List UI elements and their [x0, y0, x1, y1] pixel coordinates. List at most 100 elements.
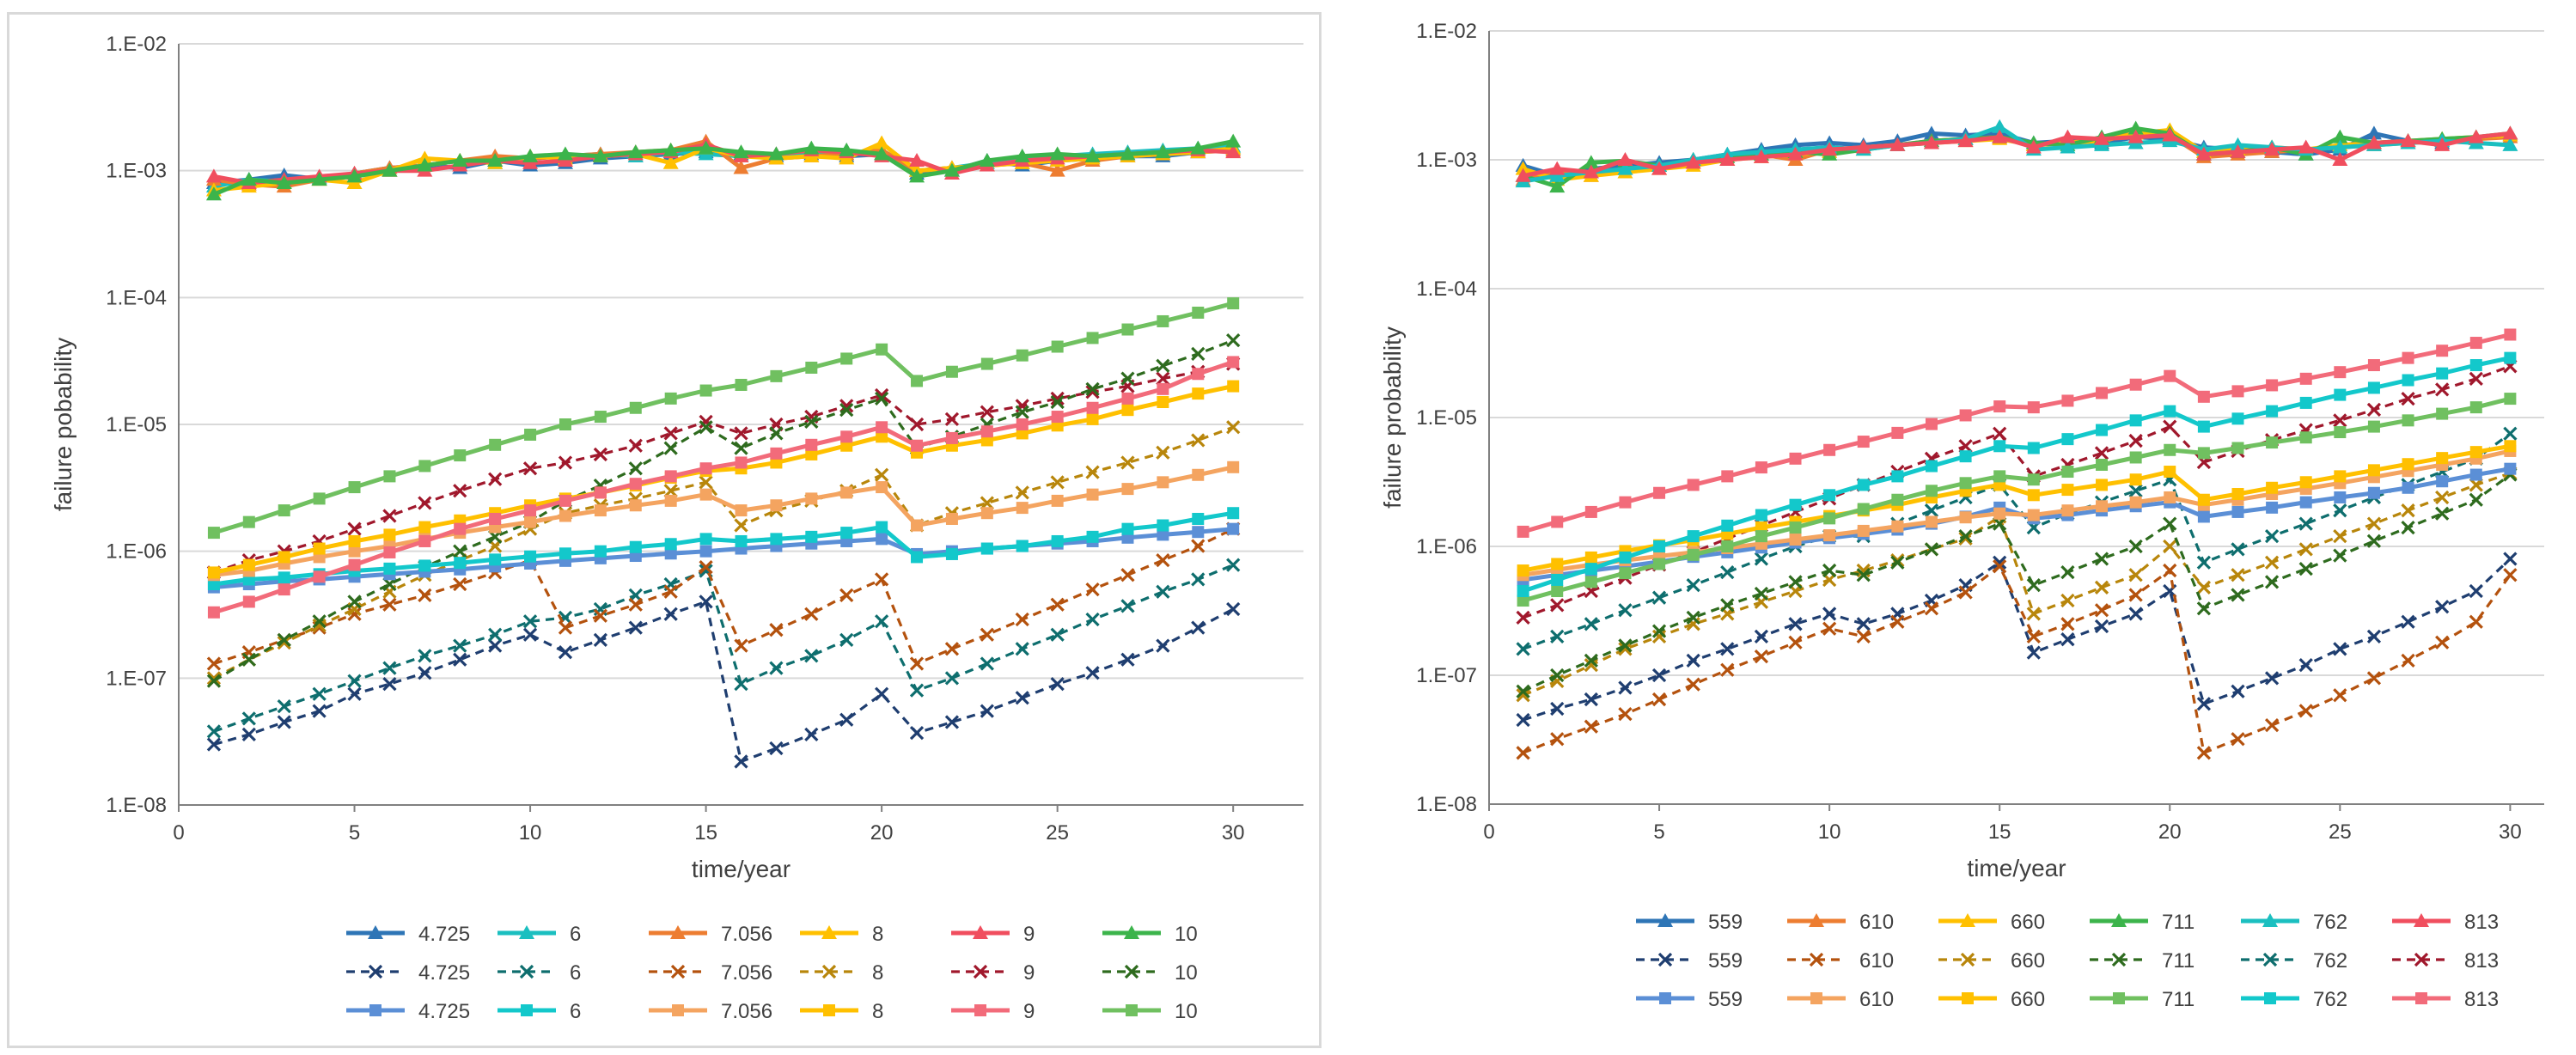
data-point: [2333, 528, 2347, 544]
data-point: [1992, 119, 2008, 133]
data-point: [1086, 412, 1099, 425]
data-point: [454, 449, 467, 462]
legend-swatch-marker: [2415, 992, 2427, 1004]
data-point: [1923, 135, 1939, 149]
legend-item: 10: [1102, 961, 1198, 985]
data-point: [1721, 519, 1734, 532]
legend-label: 7.056: [721, 961, 772, 985]
data-point: [453, 638, 467, 653]
data-point: [417, 150, 433, 165]
legend-swatch-marker: [2414, 952, 2429, 967]
legend-swatch-marker: [1126, 1004, 1138, 1016]
data-point: [1685, 155, 1701, 169]
data-point: [980, 542, 993, 555]
data-point: [312, 618, 327, 633]
data-point: [2436, 367, 2449, 380]
data-point: [2504, 393, 2517, 406]
data-point: [1227, 380, 1240, 393]
legend-item: 4.725: [346, 1000, 470, 1023]
x-tick-label: 10: [1818, 820, 1841, 844]
data-point: [803, 140, 820, 155]
data-point: [629, 478, 642, 491]
data-point: [664, 470, 677, 483]
data-point: [1584, 719, 1598, 734]
series-line: [213, 600, 1234, 764]
data-point: [2231, 442, 2244, 454]
x-tick-label: 10: [519, 821, 542, 845]
data-point: [348, 558, 361, 571]
data-point: [348, 545, 361, 558]
data-point: [2298, 657, 2313, 673]
legend-item: 711: [2090, 949, 2194, 973]
legend-item: 610: [1787, 911, 1894, 934]
data-point: [2435, 382, 2450, 397]
data-point: [1924, 503, 1939, 518]
legend-item: 6: [497, 961, 581, 985]
data-point: [911, 375, 924, 387]
data-point: [1516, 642, 1530, 656]
data-point: [839, 142, 855, 156]
data-point: [1583, 155, 1599, 169]
data-point: [2266, 379, 2279, 392]
data-point: [2025, 139, 2042, 154]
data-point: [1721, 540, 1734, 552]
legend-swatch-marker: [974, 1004, 986, 1016]
series-line: [213, 564, 1234, 733]
data-point: [980, 405, 994, 419]
data-point: [1891, 520, 1904, 533]
data-point: [769, 661, 784, 675]
data-point: [1051, 494, 1064, 507]
legend-item: 762: [2241, 949, 2347, 973]
data-point: [278, 551, 290, 564]
data-point: [1015, 642, 1029, 656]
data-point: [1015, 405, 1029, 419]
data-point: [2469, 583, 2483, 599]
legend-label: 559: [1708, 988, 1743, 1011]
series-8-x: [206, 420, 1241, 686]
data-point: [1086, 401, 1099, 414]
data-point: [1191, 572, 1206, 587]
data-point: [1651, 590, 1667, 605]
data-point: [383, 546, 396, 558]
data-point: [454, 522, 467, 535]
data-point: [2231, 568, 2245, 582]
data-point: [2298, 561, 2313, 576]
data-point: [2195, 146, 2212, 161]
legend-label: 4.725: [418, 1000, 470, 1023]
data-point: [593, 608, 608, 623]
data-point: [347, 674, 362, 688]
data-point: [1517, 595, 1529, 607]
x-tick-label: 20: [2158, 820, 2182, 844]
data-point: [453, 484, 467, 498]
data-point: [1754, 586, 1769, 601]
series-8-square: [207, 380, 1240, 579]
data-point: [524, 515, 537, 528]
data-point: [980, 496, 994, 510]
data-point: [2435, 490, 2450, 505]
data-point: [2127, 120, 2144, 135]
data-point: [347, 521, 362, 536]
data-point: [277, 698, 291, 714]
data-point: [1551, 585, 1564, 598]
series-813-square: [1517, 328, 2517, 538]
data-point: [2060, 593, 2075, 608]
data-point: [1788, 635, 1803, 649]
legend-swatch-marker: [1659, 992, 1671, 1004]
legend-swatch-marker: [1809, 952, 1824, 967]
data-point: [2196, 580, 2212, 595]
data-point: [1192, 306, 1205, 319]
data-point: [1049, 146, 1065, 161]
data-point: [2469, 492, 2483, 507]
legend-item: 610: [1787, 988, 1894, 1011]
data-point: [735, 456, 748, 469]
data-point: [241, 727, 256, 741]
data-point: [1156, 638, 1170, 653]
series-line: [1523, 125, 2511, 184]
data-point: [1517, 585, 1529, 598]
data-point: [1958, 585, 1973, 600]
data-point: [840, 527, 853, 540]
data-point: [980, 425, 993, 438]
data-point: [943, 162, 960, 177]
data-point: [489, 438, 502, 451]
data-point: [944, 715, 960, 729]
